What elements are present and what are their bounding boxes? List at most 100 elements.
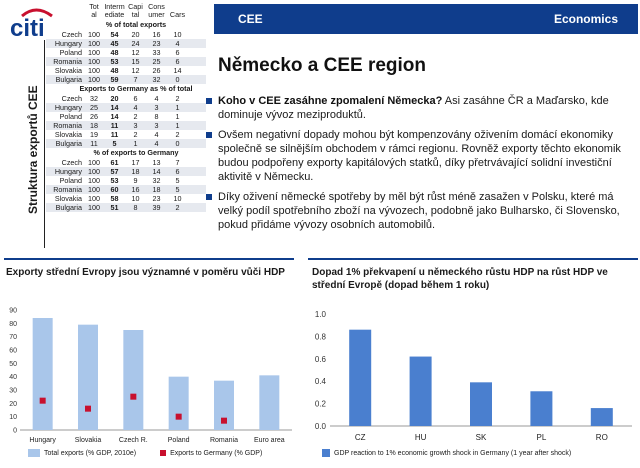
- chart2-title: Dopad 1% překvapení u německého růstu HD…: [312, 267, 608, 291]
- country-cell: Poland: [59, 175, 82, 185]
- value-cell: 100: [88, 157, 100, 167]
- value-cell: 16: [131, 184, 140, 194]
- table-row: Romania 18 11 3 3 1: [46, 120, 206, 130]
- bullet-item: Ovšem negativní dopady mohou být kompenz…: [206, 128, 636, 184]
- value-cell: 53: [110, 56, 119, 66]
- y-tick-label: 0.4: [315, 377, 327, 386]
- bullet-list: Koho v CEE zasáhne zpomalení Německa? As…: [206, 94, 636, 238]
- value-cell: 60: [110, 184, 119, 194]
- country-cell: Czech: [61, 29, 82, 39]
- y-tick-label: 0.2: [315, 400, 327, 409]
- value-cell: 11: [110, 129, 119, 139]
- value-cell: 6: [175, 166, 180, 176]
- value-cell: 100: [88, 74, 100, 84]
- value-cell: 48: [110, 65, 119, 75]
- sidebar-vertical-label: Struktura exportů CEE: [26, 85, 40, 214]
- marker: [175, 413, 182, 420]
- table-row: Bulgaria 100 51 8 39 2: [46, 202, 206, 212]
- country-cell: Bulgaria: [55, 74, 82, 84]
- bar: [409, 356, 432, 426]
- sidebar-divider: [44, 40, 45, 248]
- y-tick-label: 0.0: [315, 422, 327, 431]
- x-tick-label: Czech R.: [119, 437, 148, 444]
- value-cell: 16: [152, 29, 161, 39]
- bar: [123, 330, 144, 430]
- value-cell: 53: [110, 175, 119, 185]
- table-row: Hungary 100 45 24 23 4: [46, 38, 206, 48]
- table-body: % of total exports Czech 100 54 20 16 10 Hungar…: [46, 20, 206, 212]
- bullet-question: Koho v CEE zasáhne zpomalení Německa?: [218, 95, 443, 107]
- header-bar: CEE Economics: [214, 4, 638, 34]
- table-row: Slovakia 100 58 10 23 10: [46, 194, 206, 203]
- value-cell: 2: [133, 129, 138, 139]
- y-tick-label: 90: [9, 308, 17, 315]
- y-tick-label: 0.8: [315, 332, 327, 341]
- x-tick-label: Romania: [210, 437, 238, 444]
- table-row: Romania 100 60 16 18 5: [46, 184, 206, 194]
- x-tick-label: PL: [537, 433, 547, 442]
- bar: [32, 318, 53, 430]
- value-cell: 17: [131, 157, 140, 167]
- value-cell: 4: [133, 102, 138, 112]
- value-cell: 14: [110, 102, 119, 112]
- table-section-title: % of total exports: [105, 19, 167, 29]
- x-tick-label: SK: [476, 433, 487, 442]
- value-cell: 15: [131, 56, 140, 66]
- bar: [530, 391, 553, 426]
- country-cell: Romania: [53, 184, 82, 194]
- value-cell: 11: [110, 120, 119, 130]
- table-row: Hungary 25 14 4 3 1: [46, 102, 206, 112]
- value-cell: 7: [133, 74, 138, 84]
- legend-swatch-bar: [28, 449, 40, 457]
- value-cell: 54: [110, 29, 119, 39]
- bullet-item: Koho v CEE zasáhne zpomalení Německa? As…: [206, 94, 636, 122]
- country-cell: Czech: [61, 157, 82, 167]
- y-tick-label: 60: [9, 348, 17, 355]
- value-cell: 1: [133, 138, 138, 148]
- value-cell: 39: [152, 202, 161, 212]
- y-tick-label: 30: [9, 388, 17, 395]
- value-cell: 4: [154, 93, 159, 103]
- country-cell: Slovakia: [54, 193, 82, 203]
- value-cell: 2: [175, 93, 180, 103]
- y-tick-label: 0.6: [315, 355, 327, 364]
- col-header: ediate: [104, 10, 125, 20]
- x-tick-label: Euro area: [254, 437, 285, 444]
- value-cell: 100: [88, 29, 100, 39]
- exports-gdp-chart: 0 10 20 30 40 50 60 70 80 90 Hungary Slovakia Czech …: [9, 308, 292, 444]
- value-cell: 24: [131, 38, 140, 48]
- export-structure-table: Tot Interm Capi Cons al ediate tal umer …: [46, 2, 206, 212]
- bar: [214, 380, 234, 430]
- country-cell: Romania: [53, 120, 82, 130]
- table-row: Slovakia 100 48 12 26 14: [46, 66, 206, 75]
- bullet-text: Díky oživení německé spotřeby by měl být…: [218, 191, 620, 231]
- country-cell: Hungary: [54, 166, 82, 176]
- value-cell: 1: [175, 120, 180, 130]
- value-cell: 100: [88, 56, 100, 66]
- y-tick-label: 40: [9, 374, 17, 381]
- value-cell: 6: [133, 93, 138, 103]
- value-cell: 7: [175, 157, 180, 167]
- value-cell: 4: [175, 38, 180, 48]
- value-cell: 2: [175, 202, 180, 212]
- table-row: Romania 100 53 15 25 6: [46, 56, 206, 66]
- value-cell: 4: [154, 138, 159, 148]
- value-cell: 32: [90, 93, 98, 103]
- value-cell: 59: [110, 74, 119, 84]
- value-cell: 25: [152, 56, 161, 66]
- country-cell: Hungary: [54, 102, 82, 112]
- marker: [221, 417, 227, 424]
- bullet-item: Díky oživení německé spotřeby by měl být…: [206, 190, 636, 232]
- value-cell: 8: [133, 202, 138, 212]
- value-cell: 18: [152, 184, 161, 194]
- value-cell: 32: [152, 175, 161, 185]
- value-cell: 5: [175, 184, 180, 194]
- value-cell: 23: [152, 193, 161, 203]
- citi-logo: citi: [10, 8, 53, 42]
- table-row: Bulgaria 11 5 1 4 0: [46, 138, 206, 148]
- value-cell: 45: [110, 38, 119, 48]
- x-tick-label: Poland: [168, 437, 190, 444]
- bar: [78, 324, 98, 430]
- value-cell: 100: [88, 65, 100, 75]
- value-cell: 18: [131, 166, 140, 176]
